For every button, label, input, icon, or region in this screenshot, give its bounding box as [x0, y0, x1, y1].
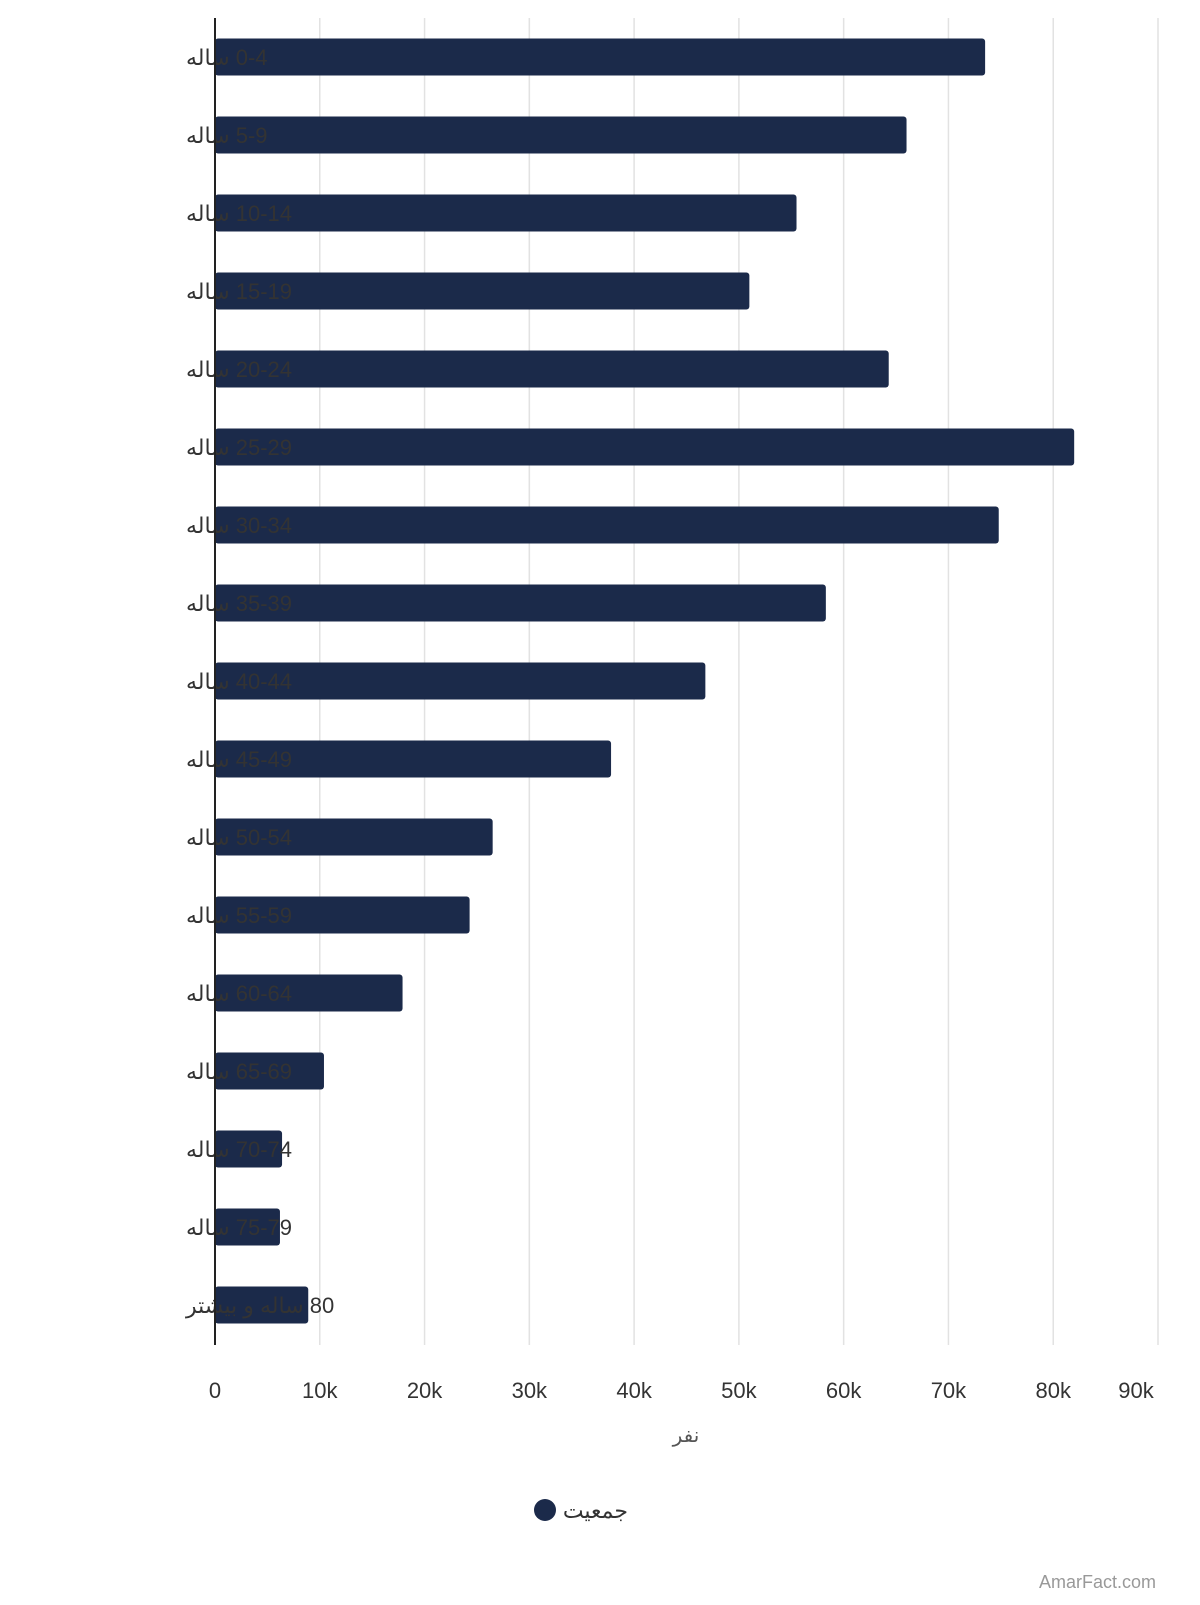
- x-tick-label: 80k: [1035, 1378, 1071, 1403]
- bar[interactable]: [215, 116, 907, 154]
- category-label: 10-14 ساله: [186, 201, 292, 226]
- bar[interactable]: [215, 428, 1075, 466]
- bar[interactable]: [215, 194, 797, 232]
- bar[interactable]: [215, 38, 986, 76]
- bar[interactable]: [215, 662, 706, 700]
- legend-marker: [534, 1499, 556, 1521]
- bar[interactable]: [215, 974, 403, 1012]
- bar-layer: [215, 38, 1075, 1324]
- category-label: 65-69 ساله: [186, 1059, 292, 1084]
- category-label: 35-39 ساله: [186, 591, 292, 616]
- bar[interactable]: [215, 1130, 283, 1168]
- category-label: 45-49 ساله: [186, 747, 292, 772]
- bar[interactable]: [215, 740, 612, 778]
- x-tick-label: 10k: [302, 1378, 338, 1403]
- category-label: 20-24 ساله: [186, 357, 292, 382]
- category-label: 60-64 ساله: [186, 981, 292, 1006]
- legend-label: جمعیت: [563, 1498, 628, 1523]
- category-label: 55-59 ساله: [186, 903, 292, 928]
- bar[interactable]: [215, 506, 999, 544]
- x-tick-label: 20k: [407, 1378, 443, 1403]
- bar[interactable]: [215, 350, 889, 388]
- x-tick-label: 30k: [512, 1378, 548, 1403]
- category-label: 0-4 ساله: [186, 45, 268, 70]
- x-tick-label: 90k: [1118, 1378, 1154, 1403]
- category-label: 40-44 ساله: [186, 669, 292, 694]
- watermark: AmarFact.com: [1039, 1572, 1156, 1592]
- x-axis-title: نفر: [672, 1425, 700, 1447]
- category-label: 30-34 ساله: [186, 513, 292, 538]
- category-label: 80 ساله و بیشتر: [185, 1293, 334, 1318]
- legend[interactable]: جمعیت: [534, 1498, 628, 1523]
- category-label: 50-54 ساله: [186, 825, 292, 850]
- bar[interactable]: [215, 818, 493, 856]
- x-tick-label: 0: [209, 1378, 221, 1403]
- category-label: 25-29 ساله: [186, 435, 292, 460]
- x-tick-label: 40k: [616, 1378, 652, 1403]
- x-tick-label: 60k: [826, 1378, 862, 1403]
- bar[interactable]: [215, 1286, 309, 1324]
- category-label-layer: 0-4 ساله 5-9 ساله 10-14 ساله 15-19 ساله 20-2…: [185, 45, 334, 1318]
- bar[interactable]: [215, 584, 826, 622]
- bar[interactable]: [215, 896, 470, 934]
- category-label: 70-74 ساله: [186, 1137, 292, 1162]
- bar[interactable]: [215, 1052, 324, 1090]
- bar[interactable]: [215, 272, 750, 310]
- category-label: 5-9 ساله: [186, 123, 268, 148]
- bar[interactable]: [215, 1208, 280, 1246]
- x-tick-label-layer: 0 10k 20k 30k 40k 50k 60k 70k 80k 90k: [209, 1378, 1155, 1403]
- x-tick-label: 50k: [721, 1378, 757, 1403]
- x-tick-label: 70k: [931, 1378, 967, 1403]
- category-label: 75-79 ساله: [186, 1215, 292, 1240]
- category-label: 15-19 ساله: [186, 279, 292, 304]
- grid-layer: [319, 18, 1159, 1345]
